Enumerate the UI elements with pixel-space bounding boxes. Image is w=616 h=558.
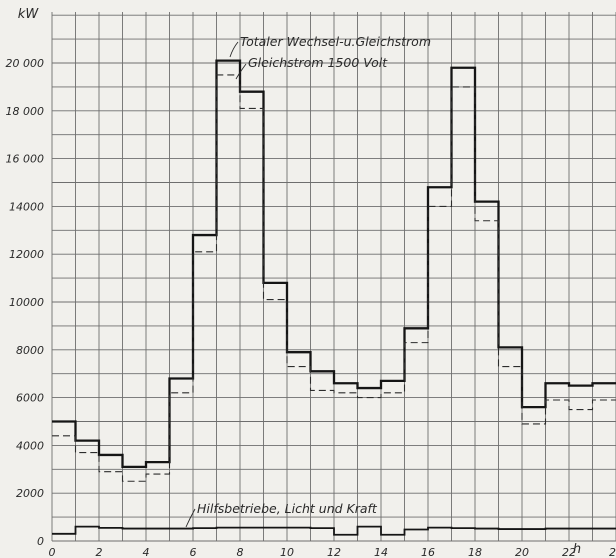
aux-annotation-leader	[185, 508, 196, 528]
x-tick-label: 14	[374, 546, 388, 558]
y-axis-unit: kW	[18, 7, 40, 22]
x-tick-label: 18	[468, 546, 482, 558]
total-load-step-line-path	[52, 59, 616, 469]
dc-annotation-leader	[235, 63, 247, 80]
y-tick-label: 20 000	[6, 57, 45, 70]
y-tick-label: 18 000	[6, 105, 45, 118]
y-axis-ticks: 0 2000 4000 6000 8000 10000 12000 14000 16 000 18…	[6, 57, 45, 548]
total-annotation-label: Totaler Wechsel-u.Gleichstrom	[240, 34, 431, 49]
dc-1500v-step-line	[52, 74, 616, 482]
y-tick-label: 6000	[16, 392, 44, 405]
y-tick-label: 14000	[9, 200, 44, 213]
x-tick-label: 16	[421, 546, 435, 558]
x-tick-label: 22	[562, 546, 576, 558]
x-axis-unit: h	[573, 542, 581, 557]
aux-annotation-label: Hilfsbetriebe, Licht und Kraft	[197, 501, 378, 516]
x-tick-label: 0	[49, 546, 56, 558]
y-tick-label: 16 000	[6, 153, 45, 166]
x-tick-label: 24	[609, 546, 616, 558]
dc-annotation-label: Gleichstrom 1500 Volt	[248, 55, 388, 70]
x-tick-label: 20	[515, 546, 529, 558]
y-tick-label: 8000	[16, 344, 44, 357]
x-axis-ticks: 024681012141618202224	[49, 546, 616, 558]
y-tick-label: 10000	[9, 296, 44, 309]
chart-series	[52, 59, 616, 536]
chart-annotations: Totaler Wechsel-u.Gleichstrom Gleichstrom…	[185, 34, 431, 528]
x-tick-label: 4	[143, 546, 150, 558]
y-tick-label: 12000	[9, 248, 44, 261]
x-tick-label: 2	[96, 546, 103, 558]
auxiliary-load-step-line-path	[52, 525, 616, 536]
x-tick-label: 10	[280, 546, 294, 558]
y-tick-label: 2000	[16, 487, 44, 500]
x-tick-label: 8	[237, 546, 244, 558]
dc-1500v-step-line-path	[52, 74, 616, 482]
auxiliary-load-step-line	[52, 525, 616, 536]
x-tick-label: 12	[327, 546, 341, 558]
total-annotation-leader	[229, 41, 239, 58]
total-load-step-line	[52, 59, 616, 469]
y-tick-label: 0	[37, 535, 44, 548]
chart-grid	[51, 12, 616, 542]
x-tick-label: 6	[190, 546, 197, 558]
y-tick-label: 4000	[16, 439, 44, 452]
